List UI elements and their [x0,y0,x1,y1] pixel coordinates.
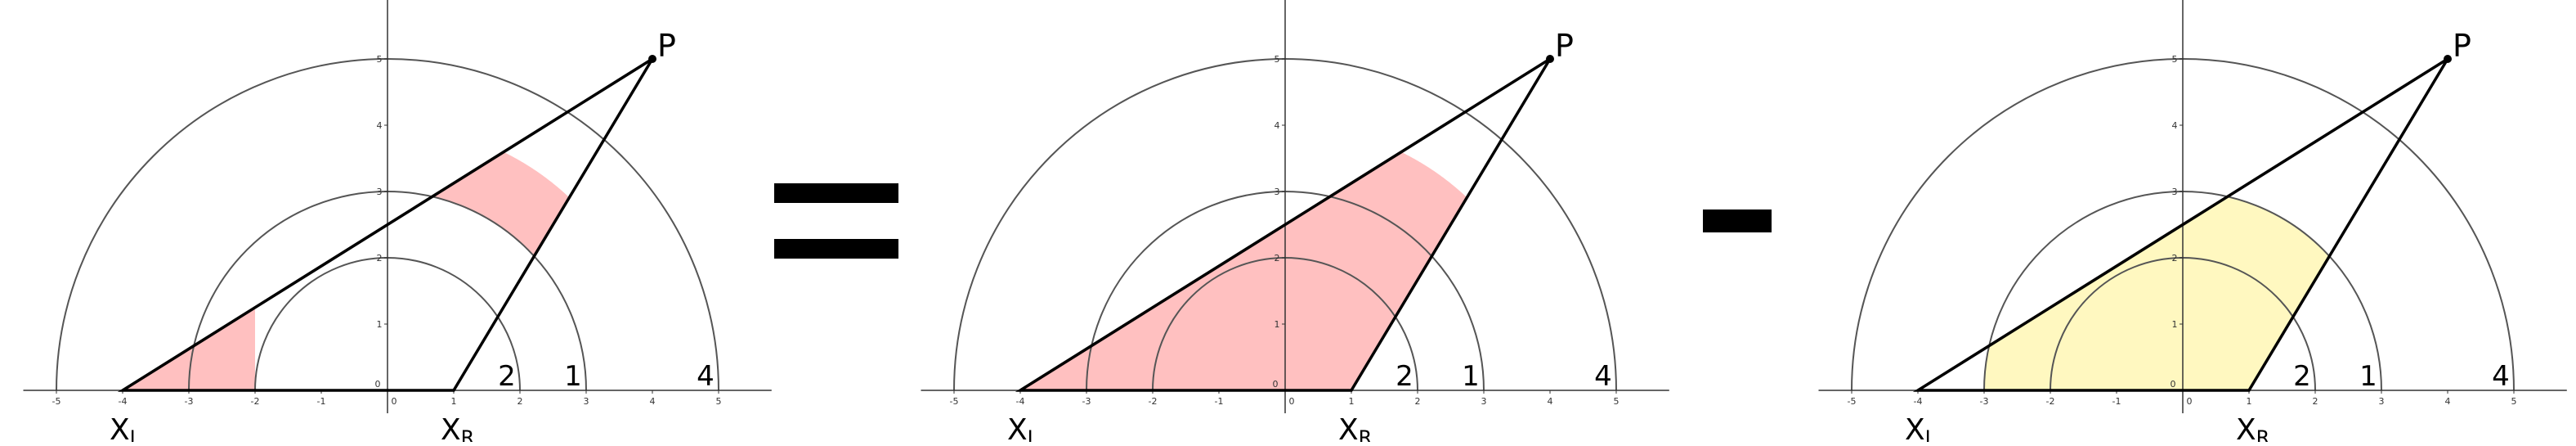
point-xr-label-subscript: R [461,426,475,442]
arc-label: 4 [2492,360,2510,393]
y-tick-label: 3 [377,187,383,197]
arc-label: 1 [1462,360,1480,393]
point-xr-label: XR [441,413,474,442]
point-xr-label-subscript: R [2256,426,2270,442]
point-p-dot [648,55,656,63]
arc-label: 1 [2359,360,2377,393]
x-tick-label: -2 [251,396,260,407]
point-p-label: P [1555,28,1574,64]
x-tick-label: 4 [650,396,656,407]
point-xl-label-subscript: L [1028,426,1039,442]
x-tick-label: -3 [1980,396,1989,407]
y-tick-label: 4 [2172,120,2178,131]
point-xl-label: XL [1007,413,1039,442]
point-p-dot [2444,55,2452,63]
x-tick-label: 1 [2247,396,2252,407]
x-tick-label: -3 [1082,396,1091,407]
x-tick-label: 4 [2445,396,2451,407]
triangle [1912,57,2449,392]
x-tick-label: 5 [716,396,722,407]
y-tick-label: 1 [1275,319,1280,330]
shaded-region [1984,196,2330,390]
point-xr-label: XR [1338,413,1372,442]
x-tick-label: 2 [2313,396,2318,407]
x-tick-label: -4 [1016,396,1025,407]
arc-label: 4 [1594,360,1612,393]
y-tick-label: 5 [377,54,383,65]
x-tick-label: -1 [2112,396,2121,407]
x-tick-label: -4 [1914,396,1923,407]
shaded-region [1020,151,1467,391]
triangle [117,57,654,392]
shaded-region [432,151,569,256]
point-xl-label-subscript: L [130,426,141,442]
arc-label: 2 [1396,360,1413,393]
x-tick-label: 1 [1349,396,1355,407]
x-tick-label: 5 [2511,396,2517,407]
x-tick-label: 0 [1289,396,1295,407]
arc-label: 4 [697,360,715,393]
arc-label: 1 [564,360,582,393]
point-xl-label: XL [110,413,141,442]
y-tick-label: 3 [2172,187,2178,197]
point-p-dot [1546,55,1554,63]
x-tick-label: -1 [1215,396,1224,407]
x-tick-label: -2 [1149,396,1158,407]
arc-label: 2 [2293,360,2311,393]
x-tick-label: -3 [185,396,194,407]
y-tick-label: 4 [1275,120,1280,131]
point-xl-label-subscript: L [1925,426,1937,442]
point-p-label: P [2453,28,2471,64]
shaded-region [189,307,255,390]
y-tick-label: 5 [1275,54,1280,65]
point-p-label: P [657,28,676,64]
x-tick-label: 0 [392,396,397,407]
triangle [1015,57,1552,392]
x-tick-label: 4 [1548,396,1553,407]
y-zero-label: 0 [375,379,381,390]
point-xl-label: XL [1905,413,1937,442]
x-tick-label: 3 [2379,396,2385,407]
equals-bar-bottom [774,239,898,259]
x-tick-label: -1 [317,396,326,407]
arc-label: 2 [498,360,516,393]
equals-sign [774,183,898,259]
y-tick-label: 4 [377,120,383,131]
y-tick-label: 3 [1275,187,1280,197]
x-tick-label: 3 [584,396,589,407]
x-tick-label: 1 [451,396,457,407]
x-tick-label: -2 [2046,396,2055,407]
x-tick-label: -4 [119,396,128,407]
minus-sign [1703,209,1772,232]
x-tick-label: 3 [1481,396,1487,407]
y-tick-label: 1 [377,319,383,330]
y-tick-label: 1 [2172,319,2178,330]
x-tick-label: 5 [1614,396,1620,407]
x-tick-label: -5 [1848,396,1857,407]
y-zero-label: 0 [2171,379,2176,390]
x-tick-label: 2 [1415,396,1421,407]
point-xr-label: XR [2236,413,2269,442]
y-tick-label: 5 [2172,54,2178,65]
point-xr-label-subscript: R [1359,426,1373,442]
y-zero-label: 0 [1273,379,1279,390]
x-tick-label: -5 [950,396,959,407]
minus-bar [1703,209,1772,232]
x-tick-label: 0 [2187,396,2193,407]
y-tick-label: 2 [2172,253,2178,264]
x-tick-label: -5 [52,396,61,407]
x-tick-label: 2 [517,396,523,407]
equals-bar-top [774,183,898,203]
y-tick-label: 2 [377,253,383,264]
y-tick-label: 2 [1275,253,1280,264]
